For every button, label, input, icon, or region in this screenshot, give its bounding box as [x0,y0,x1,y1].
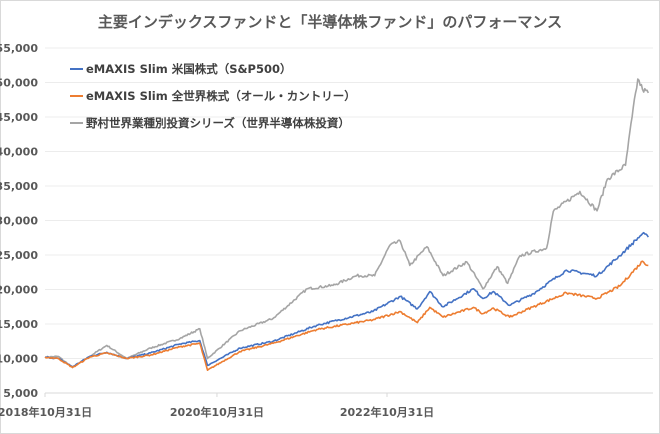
y-tick-label: 30,000 [0,215,38,228]
legend: eMAXIS Slim 米国株式（S&P500） eMAXIS Slim 全世界株… [70,62,356,130]
y-tick-label: 40,000 [0,146,38,159]
y-tick-label: 25,000 [0,249,38,262]
y-tick-label: 5,000 [3,387,38,400]
series-line-2 [44,78,650,369]
y-tick-label: 15,000 [0,318,38,331]
y-tick-label: 50,000 [0,77,38,90]
x-tick-label: 2020年10月31日 [170,405,264,419]
legend-label: eMAXIS Slim 米国株式（S&P500） [86,62,291,76]
y-tick-label: 55,000 [0,42,38,55]
legend-label: 野村世界業種別投資シリーズ（世界半導体株投資） [86,116,350,130]
x-tick-label: 2018年10月31日 [0,405,92,419]
x-tick-label: 2022年10月31日 [340,405,434,419]
y-axis: 5,000 10,000 15,000 20,000 25,000 30,000 35,00… [0,42,38,400]
y-tick-label: 10,000 [0,353,38,366]
y-tick-label: 45,000 [0,111,38,124]
series-line-1 [44,260,649,372]
chart-title: 主要インデックスファンドと「半導体株ファンド」のパフォーマンス [98,13,562,31]
y-tick-label: 35,000 [0,180,38,193]
series-lines [44,78,650,372]
legend-label: eMAXIS Slim 全世界株式（オール・カントリー） [86,89,356,103]
x-axis: 2018年10月31日 2020年10月31日 2022年10月31日 [0,393,434,419]
y-tick-label: 20,000 [0,284,38,297]
